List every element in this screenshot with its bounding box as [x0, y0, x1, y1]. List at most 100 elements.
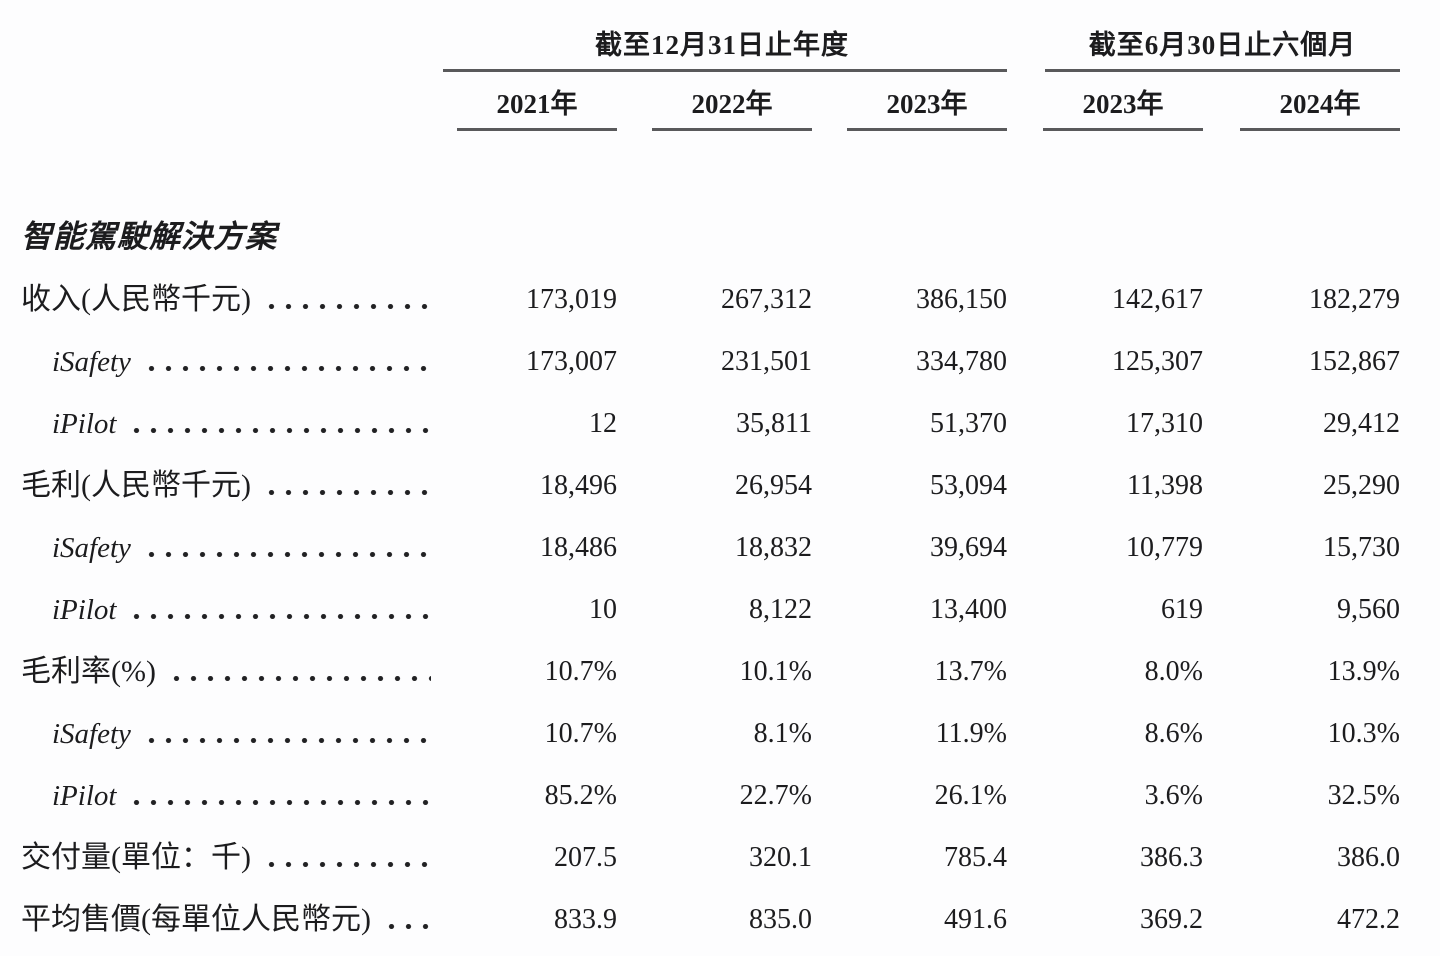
- cell-2022: 231,501: [721, 346, 812, 377]
- cell-2023: 11.9%: [935, 718, 1007, 749]
- dot-leader: [260, 490, 431, 495]
- rule-line: [443, 69, 1007, 72]
- rule-line: [457, 128, 617, 131]
- cell-2021: 18,486: [540, 532, 617, 563]
- row-label: 交付量(單位：千): [21, 841, 251, 874]
- cell-2021: 10: [589, 594, 617, 625]
- cell-2023h1: 3.6%: [1144, 780, 1203, 811]
- period-group-interim: 截至6月30日止六個月: [1088, 30, 1357, 60]
- cell-2021: 10.7%: [544, 718, 617, 749]
- dot-leader: [126, 428, 431, 433]
- cell-2023: 785.4: [944, 842, 1007, 873]
- year-label: 2022年: [691, 89, 773, 119]
- cell-2021: 173,007: [526, 346, 617, 377]
- cell-2024h1: 182,279: [1309, 284, 1400, 315]
- dot-leader: [260, 862, 431, 867]
- table-body: 收入(人民幣千元) 173,019 267,312 386,150 142,61…: [21, 269, 1440, 951]
- cell-2021: 85.2%: [544, 780, 617, 811]
- cell-2023h1: 17,310: [1126, 408, 1203, 439]
- cell-2021: 173,019: [526, 284, 617, 315]
- group-rule-interim: [1045, 60, 1400, 72]
- year-column-2022: 2022年: [617, 72, 812, 131]
- cell-2022: 320.1: [749, 842, 812, 873]
- cell-2022: 26,954: [735, 470, 812, 501]
- table-row-revenue: 收入(人民幣千元) 173,019 267,312 386,150 142,61…: [21, 269, 1440, 331]
- dot-leader: [126, 800, 431, 805]
- year-column-2023-interim: 2023年: [1007, 72, 1203, 131]
- cell-2022: 835.0: [749, 904, 812, 935]
- cell-2023: 334,780: [916, 346, 1007, 377]
- group-rule-annual: [443, 60, 1007, 72]
- row-label: iSafety: [52, 532, 131, 564]
- year-column-2021: 2021年: [437, 72, 617, 131]
- header-group-titles: 截至12月31日止年度 截至6月30日止六個月: [21, 30, 1440, 60]
- section-title: 智能駕駛解決方案: [21, 219, 277, 254]
- period-group-annual: 截至12月31日止年度: [595, 30, 849, 60]
- header-years: 2021年 2022年 2023年 2023年 2024年: [21, 72, 1440, 131]
- rule-line: [652, 128, 812, 131]
- cell-2024h1: 10.3%: [1327, 718, 1400, 749]
- year-label: 2023年: [886, 89, 968, 119]
- cell-2022: 267,312: [721, 284, 812, 315]
- cell-2022: 8,122: [749, 594, 812, 625]
- header-spacer: [21, 60, 437, 72]
- cell-2021: 18,496: [540, 470, 617, 501]
- dot-leader: [165, 676, 431, 681]
- row-label: 毛利率(%): [21, 655, 156, 688]
- year-label: 2023年: [1082, 89, 1164, 119]
- cell-2023h1: 142,617: [1112, 284, 1203, 315]
- dot-leader: [260, 304, 431, 309]
- cell-2023h1: 386.3: [1140, 842, 1203, 873]
- year-label: 2024年: [1279, 89, 1361, 119]
- cell-2024h1: 32.5%: [1327, 780, 1400, 811]
- cell-2024h1: 152,867: [1309, 346, 1400, 377]
- table-row-gross-margin: 毛利率(%) 10.7% 10.1% 13.7% 8.0% 13.9%: [21, 641, 1440, 703]
- cell-2023h1: 10,779: [1126, 532, 1203, 563]
- row-label: 平均售價(每單位人民幣元): [21, 903, 371, 936]
- row-label: iPilot: [52, 594, 117, 626]
- rule-line: [1045, 69, 1400, 72]
- cell-2023h1: 11,398: [1127, 470, 1203, 501]
- cell-2022: 8.1%: [753, 718, 812, 749]
- table-row-revenue-ipilot: iPilot 12 35,811 51,370 17,310 29,412: [21, 393, 1440, 455]
- cell-2023: 491.6: [944, 904, 1007, 935]
- row-label: iSafety: [52, 718, 131, 750]
- rule-line: [1240, 128, 1400, 131]
- header-spacer: [21, 72, 437, 131]
- cell-2022: 10.1%: [739, 656, 812, 687]
- cell-2021: 833.9: [554, 904, 617, 935]
- table-row-gross-margin-ipilot: iPilot 85.2% 22.7% 26.1% 3.6% 32.5%: [21, 765, 1440, 827]
- cell-2023h1: 125,307: [1112, 346, 1203, 377]
- cell-2023: 13,400: [930, 594, 1007, 625]
- cell-2021: 10.7%: [544, 656, 617, 687]
- dot-leader: [140, 366, 431, 371]
- year-column-2024-interim: 2024年: [1203, 72, 1400, 131]
- cell-2023h1: 8.6%: [1144, 718, 1203, 749]
- cell-2022: 22.7%: [739, 780, 812, 811]
- year-label: 2021年: [496, 89, 578, 119]
- cell-2023: 26.1%: [934, 780, 1007, 811]
- dot-leader: [126, 614, 431, 619]
- rule-line: [847, 128, 1007, 131]
- table-row-gross-profit-isafety: iSafety 18,486 18,832 39,694 10,779 15,7…: [21, 517, 1440, 579]
- table-row-gross-profit: 毛利(人民幣千元) 18,496 26,954 53,094 11,398 25…: [21, 455, 1440, 517]
- cell-2024h1: 472.2: [1337, 904, 1400, 935]
- header-spacer: [21, 30, 437, 60]
- cell-2024h1: 13.9%: [1327, 656, 1400, 687]
- year-column-2023: 2023年: [812, 72, 1007, 131]
- dot-leader: [140, 738, 431, 743]
- cell-2022: 18,832: [735, 532, 812, 563]
- cell-2023: 51,370: [930, 408, 1007, 439]
- cell-2023h1: 619: [1161, 594, 1203, 625]
- table-row-average-selling-price: 平均售價(每單位人民幣元) 833.9 835.0 491.6 369.2 47…: [21, 889, 1440, 951]
- table-row-gross-margin-isafety: iSafety 10.7% 8.1% 11.9% 8.6% 10.3%: [21, 703, 1440, 765]
- row-label: iPilot: [52, 408, 117, 440]
- dot-leader: [380, 924, 431, 929]
- cell-2023h1: 369.2: [1140, 904, 1203, 935]
- row-label: 收入(人民幣千元): [21, 283, 251, 316]
- header-group-rules: [21, 60, 1440, 72]
- cell-2022: 35,811: [736, 408, 812, 439]
- cell-2023h1: 8.0%: [1144, 656, 1203, 687]
- dot-leader: [140, 552, 431, 557]
